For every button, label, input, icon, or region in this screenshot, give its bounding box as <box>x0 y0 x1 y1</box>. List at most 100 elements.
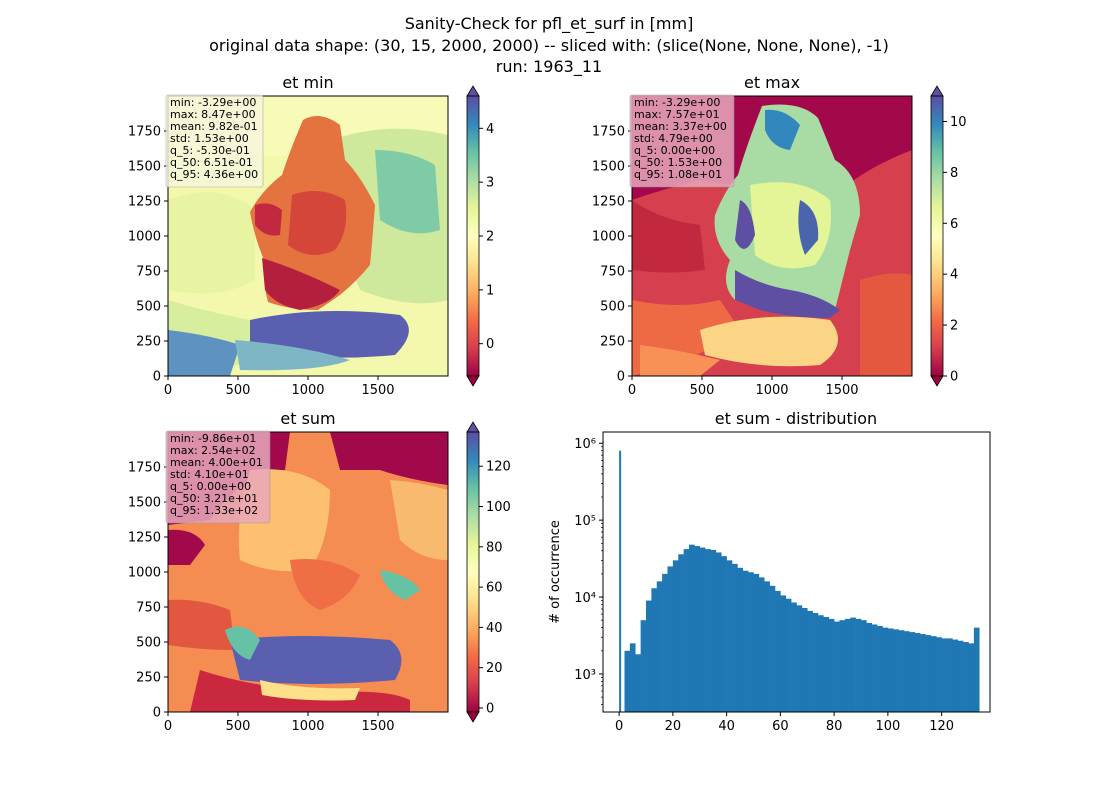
stats-line-std: std: 1.53e+00 <box>170 132 249 145</box>
histogram-bar <box>909 632 916 712</box>
y-tick-label: 500 <box>136 300 161 315</box>
stats-line-q5: q_5: 0.00e+00 <box>634 144 715 157</box>
histogram-bar <box>796 605 803 712</box>
histogram-bar <box>877 626 883 712</box>
stats-line-mean: mean: 3.37e+00 <box>634 120 727 133</box>
histogram-bar <box>753 573 760 712</box>
stats-line-q5: q_5: 0.00e+00 <box>170 480 251 493</box>
histogram-bar <box>640 620 647 712</box>
x-tick-label: 100 <box>875 719 900 734</box>
histogram-bar <box>871 624 878 712</box>
colorbar-tick-label: 100 <box>486 500 511 515</box>
y-tick-label: 1000 <box>128 566 161 581</box>
y-tick-label: 250 <box>600 335 625 350</box>
histogram-bar <box>651 588 658 712</box>
histogram-bar <box>807 610 813 712</box>
histogram-bar <box>887 628 894 712</box>
x-tick-label: 1500 <box>361 383 394 398</box>
histogram-bar <box>791 602 797 712</box>
histogram-bar <box>780 595 787 712</box>
y-tick-label: 0 <box>617 370 625 385</box>
stats-box-et-max: min: -3.29e+00 max: 7.57e+01 mean: 3.37e… <box>629 94 735 188</box>
histogram-bar <box>635 654 641 712</box>
histogram-bar <box>699 547 706 712</box>
histogram-bars <box>619 450 980 712</box>
x-tick-label: 0 <box>615 719 623 734</box>
stats-line-q95: q_95: 1.33e+02 <box>170 504 258 517</box>
histogram-bar <box>936 637 942 712</box>
figure-title-line-1: Sanity-Check for pfl_et_surf in [mm] <box>405 14 694 34</box>
histogram-bar <box>748 572 754 712</box>
histogram-bar <box>941 638 948 712</box>
histogram-bar <box>952 639 959 712</box>
histogram-bar <box>656 581 663 712</box>
stats-line-min: min: -3.29e+00 <box>634 96 720 109</box>
colorbar-tick-label: 60 <box>486 581 503 596</box>
histogram-bar <box>775 590 781 712</box>
histogram-bar <box>689 544 695 712</box>
y-tick-label: 250 <box>136 671 161 686</box>
stats-line-q95: q_95: 4.36e+00 <box>170 168 258 181</box>
y-tick-label: 1500 <box>592 160 625 175</box>
y-tick-label: 10⁵ <box>574 514 596 529</box>
histogram-bar <box>914 633 921 712</box>
histogram-bar <box>930 636 937 712</box>
histogram-bar <box>855 618 862 712</box>
colorbar-frame <box>466 431 480 713</box>
histogram-bar <box>801 608 808 712</box>
panel-title-et-sum: et sum <box>280 409 335 428</box>
colorbar-gradient <box>467 432 479 712</box>
stats-box-background <box>629 94 735 188</box>
histogram-y-axis-label: # of occurrence <box>548 520 563 624</box>
histogram-bar <box>882 627 889 712</box>
y-tick-label: 1500 <box>128 160 161 175</box>
colorbar-extend-min <box>466 711 480 723</box>
y-tick-label: 10⁴ <box>574 591 596 606</box>
histogram-bar <box>758 577 765 712</box>
colorbar-tick-label: 0 <box>486 701 494 716</box>
histogram-bar <box>732 563 738 712</box>
y-tick-label: 10⁶ <box>574 437 596 452</box>
histogram-bar <box>726 560 733 712</box>
colorbar-extend-max <box>930 85 944 97</box>
colorbar-tick-label: 1 <box>486 283 494 298</box>
x-tick-label: 40 <box>718 719 735 734</box>
histogram-bar <box>834 621 840 712</box>
panel-title-et-min: et min <box>282 73 333 92</box>
histogram-bar <box>844 618 851 712</box>
x-tick-label: 1000 <box>291 719 324 734</box>
colorbar-extend-max <box>466 85 480 97</box>
heatmap-image-et-min <box>168 96 448 376</box>
colorbar-tick-label: 6 <box>950 217 958 232</box>
histogram-bar <box>839 620 846 712</box>
histogram-bar <box>818 615 824 712</box>
stats-line-q50: q_50: 3.21e+01 <box>170 492 258 505</box>
panel-title-distribution: et sum - distribution <box>715 409 877 428</box>
colorbar-tick-label: 0 <box>950 370 958 385</box>
x-tick-label: 0 <box>164 719 172 734</box>
x-tick-label: 0 <box>164 383 172 398</box>
y-tick-label: 1000 <box>128 230 161 245</box>
stats-box-et-sum: min: -9.86e+01 max: 2.54e+02 mean: 4.00e… <box>165 430 271 524</box>
histogram-bar <box>678 554 684 712</box>
histogram-bar <box>823 617 830 712</box>
y-tick-label: 500 <box>136 636 161 651</box>
heatmap-panel-et-max: et max 0 500 1000 1500 0 250 500 750 1000 1250 150… <box>592 73 967 398</box>
stats-line-q95: q_95: 1.08e+01 <box>634 168 722 181</box>
histogram-bar <box>715 552 722 712</box>
y-tick-label: 1750 <box>592 125 625 140</box>
histogram-bar <box>619 450 622 712</box>
figure-title-line-3: run: 1963_11 <box>496 57 602 77</box>
stats-line-q50: q_50: 1.53e+00 <box>634 156 722 169</box>
axes-distribution: 0 20 40 60 80 100 120 10³ 10⁴ 10⁵ 10⁶ <box>574 431 991 734</box>
histogram-bar <box>769 585 776 712</box>
histogram-bar <box>683 549 690 712</box>
x-tick-label: 1000 <box>291 383 324 398</box>
histogram-bar <box>624 650 631 712</box>
histogram-bar <box>968 643 975 712</box>
y-tick-label: 1250 <box>128 195 161 210</box>
x-tick-label: 1000 <box>755 383 788 398</box>
stats-line-std: std: 4.10e+01 <box>170 468 249 481</box>
histogram-bar <box>662 573 668 712</box>
histogram-bar <box>828 618 835 712</box>
